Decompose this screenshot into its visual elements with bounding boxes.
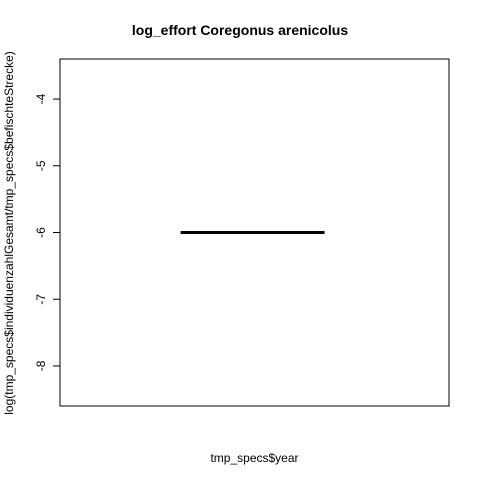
y-axis: -4 -5 -6 -7 -8	[34, 93, 61, 371]
y-tick-label: -8	[34, 360, 48, 371]
y-tick-label: -5	[34, 160, 48, 171]
x-axis-label: tmp_specs$year	[210, 451, 299, 465]
y-tick-label: -4	[34, 93, 48, 104]
y-tick-label: -6	[34, 227, 48, 238]
y-tick-label: -7	[34, 294, 48, 305]
chart-title: log_effort Coregonus arenicolus	[131, 22, 349, 38]
